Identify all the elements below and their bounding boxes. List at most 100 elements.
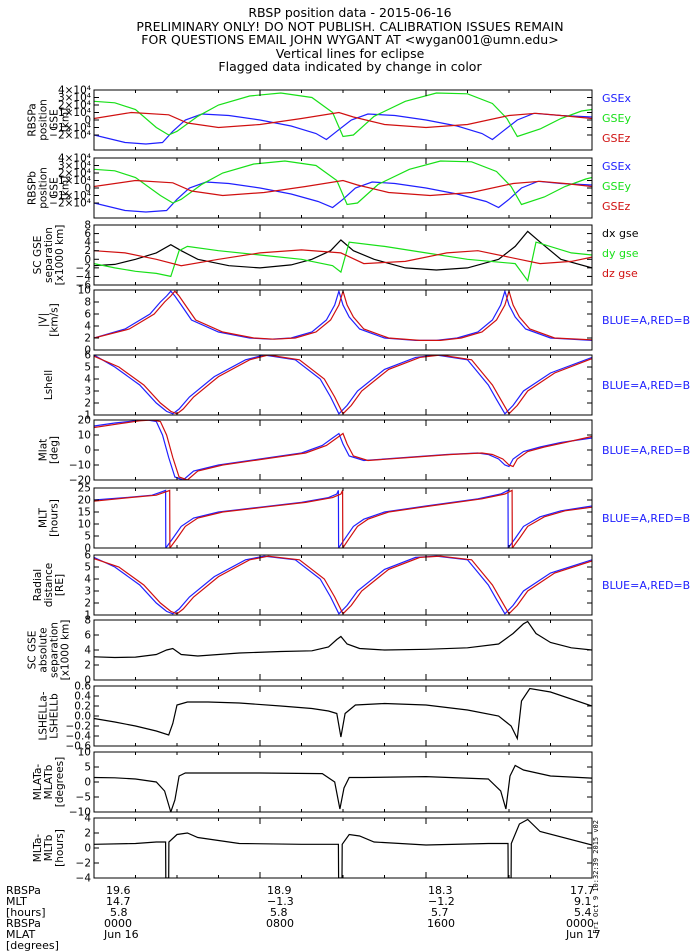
y-tick-label: 0 [84, 777, 91, 789]
y-axis-label: [degrees] [54, 757, 66, 807]
y-tick-label: 0 [84, 345, 91, 357]
y-tick-label: 10 [78, 747, 91, 759]
contact-line: FOR QUESTIONS EMAIL JOHN WYGANT AT <wyga… [141, 32, 559, 47]
series-line [94, 180, 592, 213]
y-axis-label: MLTa- [32, 834, 44, 863]
y-tick-label: −4 [76, 271, 92, 283]
y-tick-label: −2×10⁴ [49, 198, 91, 210]
y-tick-label: 10 [78, 430, 91, 442]
series-line [94, 179, 592, 197]
y-tick-label: 5 [84, 762, 91, 774]
series-line [94, 355, 592, 415]
y-tick-label: 2 [84, 333, 91, 345]
legend-entry: GSEx [602, 92, 631, 105]
legend-entry: GSEz [602, 200, 630, 213]
chart-title: RBSP position data - 2015-06-16 [248, 5, 452, 20]
y-axis-label: SC GSE [32, 236, 44, 275]
y-axis-label: GSE [49, 109, 61, 130]
y-axis-label: [deg] [49, 436, 61, 464]
y-axis-label: LSHELLa- [38, 691, 50, 740]
y-tick-label: −6 [76, 280, 92, 292]
legend-entry: dx gse [602, 227, 639, 240]
y-tick-label: 0.6 [74, 681, 91, 693]
y-tick-label: 5 [84, 562, 91, 574]
y-axis-label: position [38, 99, 50, 141]
y-tick-label: 0.4 [74, 691, 91, 703]
y-tick-label: 0.0 [74, 711, 91, 723]
y-tick-label: 0 [84, 543, 91, 555]
series-line [94, 764, 592, 812]
y-tick-label: 2 [84, 660, 91, 672]
y-tick-label: 10 [78, 285, 91, 297]
y-axis-label: separation [49, 622, 61, 678]
y-axis-label: |V| [38, 313, 50, 327]
y-tick-label: 1 [84, 410, 91, 422]
series-line [94, 420, 592, 480]
panel-frame [93, 419, 593, 481]
y-tick-label: −0.6 [66, 741, 92, 753]
y-axis-label: MLT [38, 507, 50, 527]
series-line [94, 489, 592, 548]
y-axis-label: Radial [32, 569, 44, 601]
y-tick-label: 20 [78, 495, 91, 507]
y-tick-label: 1×10⁴ [58, 107, 91, 119]
y-tick-label: 8 [84, 615, 91, 627]
y-tick-label: 15 [78, 507, 91, 519]
y-tick-label: 0 [84, 183, 91, 195]
y-axis-label: MLTb [43, 834, 55, 861]
y-tick-label: 5 [84, 362, 91, 374]
y-tick-label: 4 [84, 321, 91, 333]
legend-entry: GSEz [602, 132, 630, 145]
series-line [94, 687, 592, 741]
y-axis-label: position [38, 167, 50, 209]
y-axis-label: [hours] [54, 829, 66, 867]
y-axis-label: SC GSE [27, 631, 39, 670]
y-tick-label: 1 [84, 610, 91, 622]
series-line [94, 818, 592, 878]
y-tick-label: 25 [78, 483, 91, 495]
legend-entry: GSEy [602, 112, 631, 125]
y-axis-label: GSE [49, 177, 61, 198]
warning-line: PRELIMINARY ONLY! DO NOT PUBLISH. CALIBR… [136, 18, 564, 34]
y-axis-label: MLATb [43, 764, 55, 799]
y-tick-label: −2×10⁴ [49, 130, 91, 142]
y-tick-label: 6 [84, 350, 91, 362]
y-tick-label: 4 [84, 645, 91, 657]
y-axis-label: MLATa- [32, 764, 44, 801]
y-axis-label: [km/s] [49, 303, 61, 337]
y-tick-label: 3 [84, 386, 91, 398]
y-tick-label: 6 [84, 228, 91, 240]
y-tick-label: 2×10⁴ [58, 168, 91, 180]
legend-entry: BLUE=A,RED=B [602, 512, 690, 525]
legend-entry: BLUE=A,RED=B [602, 579, 690, 592]
y-tick-label: −10 [69, 807, 91, 819]
y-tick-label: −2 [76, 262, 91, 274]
panel-mlat: 20 10 0 −10 −20 Mlat [deg] [38, 415, 593, 487]
panel-dlshell: 0.60.40.20.0−0.2−0.4−0.6 LSHELLa- LSHELLb [38, 681, 593, 753]
y-tick-label: −10 [69, 460, 91, 472]
legend-entry: BLUE=A,RED=B [602, 314, 690, 327]
y-tick-label: 2×10⁴ [58, 100, 91, 112]
y-tick-label: 2 [84, 598, 91, 610]
series-line [94, 111, 592, 129]
series-line [94, 555, 592, 615]
y-tick-label: 4 [84, 574, 91, 586]
flag-note: Flagged data indicated by change in colo… [218, 59, 482, 74]
series-line [94, 620, 592, 659]
series-line [94, 241, 592, 283]
panel-abs-sep: 8 6 4 2 0 SC GSE absolute separation [x1000 km] [27, 615, 593, 687]
series-line [94, 355, 592, 415]
y-tick-label: 3×10⁴ [58, 92, 91, 104]
y-tick-label: 3×10⁴ [58, 160, 91, 172]
y-axis-label: RBSPa [27, 103, 39, 136]
y-tick-label: 6 [84, 550, 91, 562]
series-line [94, 92, 592, 138]
series-line [94, 249, 592, 267]
y-tick-label: 6 [84, 630, 91, 642]
y-tick-label: −5 [76, 792, 91, 804]
y-tick-label: 5 [84, 531, 91, 543]
y-tick-label: 4×10⁴ [58, 153, 91, 165]
